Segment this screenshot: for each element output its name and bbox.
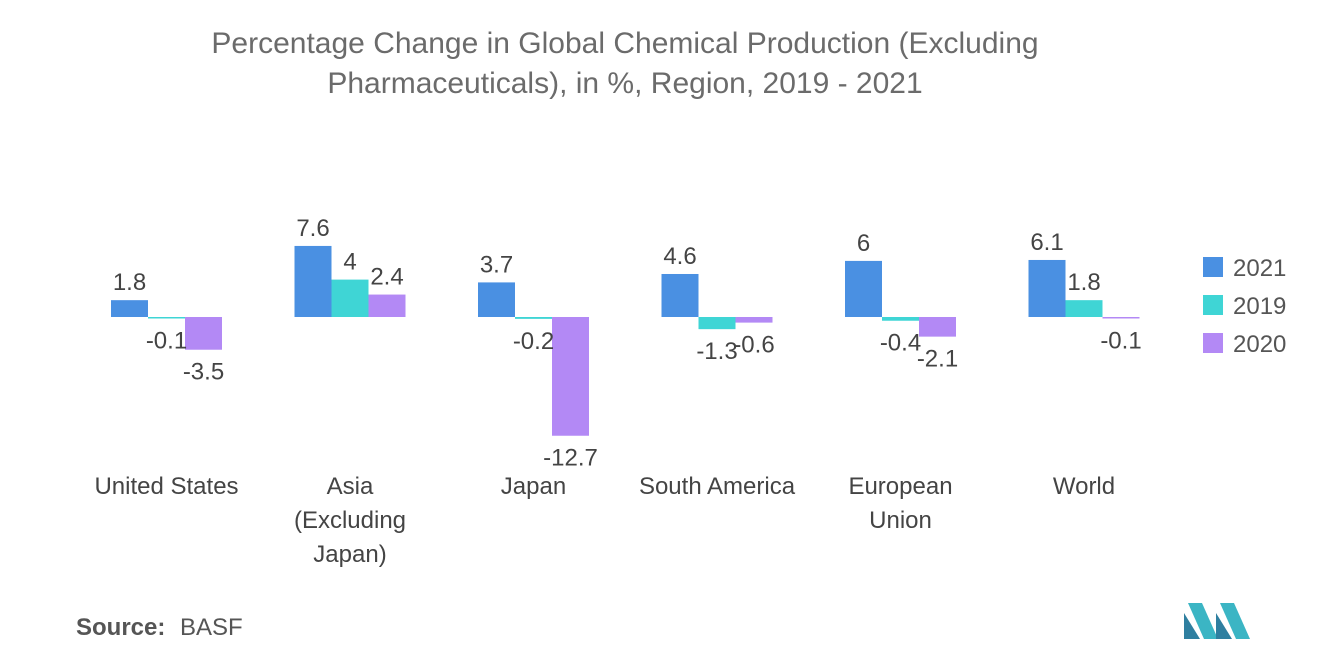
source-label: Source: <box>76 614 166 641</box>
data-label-2021-3: 4.6 <box>663 243 696 270</box>
category-label-3: South America <box>639 473 796 500</box>
bar-2021-2 <box>478 282 515 317</box>
data-label-2019-2: -0.2 <box>513 328 554 355</box>
data-label-2020-1: 2.4 <box>370 264 403 291</box>
data-label-2019-0: -0.1 <box>146 328 187 355</box>
legend-swatch-2021 <box>1203 257 1223 277</box>
data-label-2020-0: -3.5 <box>183 359 224 386</box>
bar-2019-5 <box>1065 300 1103 317</box>
bar-2019-0 <box>148 317 185 319</box>
legend-label-2021: 2021 <box>1233 255 1286 282</box>
data-label-2019-1: 4 <box>343 249 356 276</box>
data-label-2021-0: 1.8 <box>113 269 146 296</box>
category-label-0: United States <box>94 473 238 500</box>
category-labels-layer: United States Asia (Excluding Japan) Japan So… <box>94 473 1115 568</box>
legend: 2021 2019 2020 <box>1203 255 1286 358</box>
data-label-2019-5: 1.8 <box>1067 269 1100 296</box>
bar-2021-5 <box>1028 259 1066 317</box>
category-label-4: European Union <box>848 473 952 534</box>
bar-2021-0 <box>111 300 148 317</box>
bar-2019-3 <box>698 317 736 330</box>
category-label-2: Japan <box>501 473 566 500</box>
bar-2019-2 <box>515 317 552 319</box>
bar-2020-5 <box>1102 317 1140 319</box>
data-label-2020-3: -0.6 <box>733 332 774 359</box>
bar-chart: 1.8-0.1-3.57.642.4 3.7-0.2-12.74.6-1.3-0.… <box>94 215 1286 568</box>
bar-2020-4 <box>919 317 956 337</box>
bar-2021-3 <box>661 273 699 317</box>
data-label-2021-4: 6 <box>857 230 870 257</box>
bar-2020-1 <box>368 294 406 317</box>
category-label-5: World <box>1053 473 1115 500</box>
data-label-2020-2: -12.7 <box>543 445 598 472</box>
data-label-2021-5: 6.1 <box>1030 229 1063 256</box>
bar-2020-3 <box>735 317 773 323</box>
brand-logo-icon <box>1184 603 1250 639</box>
category-label-1: Asia (Excluding Japan) <box>294 473 406 568</box>
bar-2019-1 <box>331 279 369 317</box>
bar-2019-4 <box>882 317 919 321</box>
data-label-2021-2: 3.7 <box>480 251 513 278</box>
chart-title: Percentage Change in Global Chemical Pro… <box>211 27 1039 100</box>
legend-swatch-2019 <box>1203 295 1223 315</box>
data-label-2020-4: -2.1 <box>917 346 958 373</box>
bar-2021-4 <box>845 260 882 317</box>
source-value: BASF <box>180 614 243 641</box>
legend-swatch-2020 <box>1203 333 1223 353</box>
data-label-2020-5: -0.1 <box>1100 328 1141 355</box>
source-note: Source: BASF <box>76 614 243 642</box>
data-label-2019-4: -0.4 <box>880 330 921 357</box>
data-labels-layer: 1.8-0.1-3.57.642.4 3.7-0.2-12.74.6-1.3-0.… <box>113 215 1142 472</box>
data-label-2021-1: 7.6 <box>296 215 329 242</box>
bar-2021-1 <box>294 245 332 317</box>
legend-label-2020: 2020 <box>1233 331 1286 358</box>
bar-2020-0 <box>185 317 222 350</box>
bar-2020-2 <box>552 317 589 436</box>
data-label-2019-3: -1.3 <box>696 338 737 365</box>
bars-layer <box>111 245 1140 436</box>
legend-label-2019: 2019 <box>1233 293 1286 320</box>
